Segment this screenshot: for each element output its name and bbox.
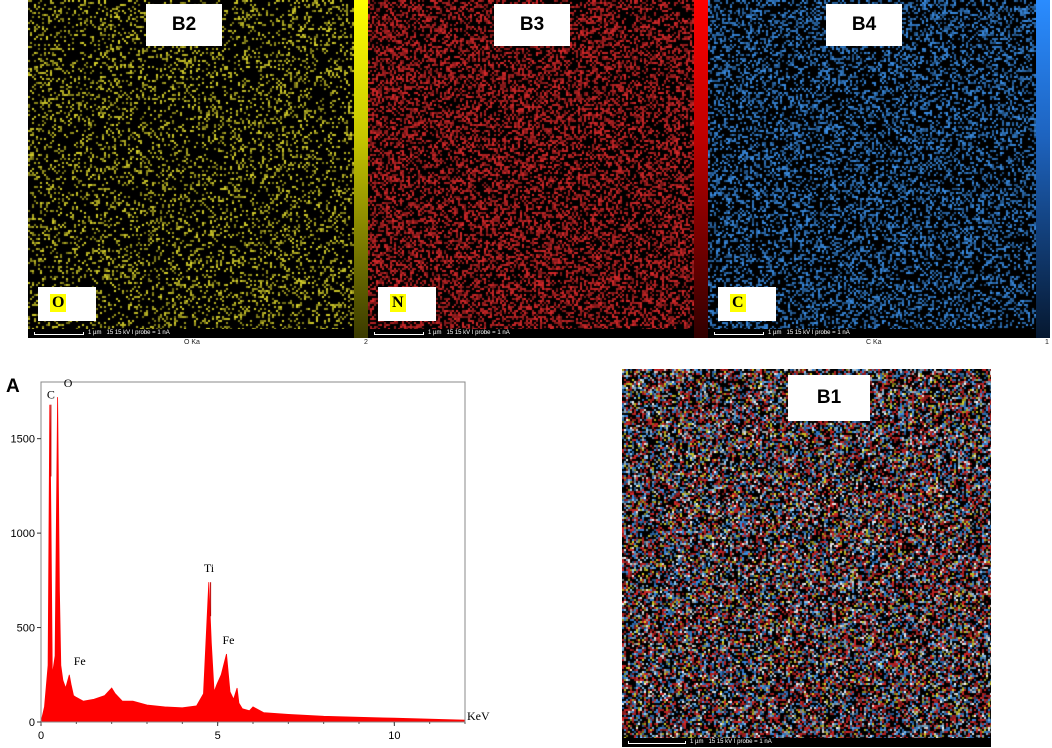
- peak-label-c: C: [47, 388, 55, 402]
- map-b4-carbon: B4 C 1 µm 15 15 kV I probe = 1 nA: [708, 0, 1036, 338]
- panel-label-b1: B1: [788, 375, 870, 421]
- x-tick-label: 10: [388, 730, 400, 742]
- colorbar-red: [694, 0, 708, 338]
- scalebar-strip: 1 µm 15 15 kV I probe = 1 nA: [622, 738, 991, 747]
- scale-max-2: 2: [364, 339, 368, 346]
- map-b4-dots: [708, 0, 1036, 329]
- map-b2-dots: [28, 0, 354, 329]
- x-tick-label: 5: [215, 730, 221, 742]
- eds-spectrum-chart: A 0 500 1000 1500 0 5 10 KeV CO Fe Ti Fe: [6, 376, 490, 742]
- element-symbol-n: N: [390, 294, 406, 312]
- scalebar-line: [714, 332, 764, 335]
- peak-label-fe: Fe: [223, 633, 235, 647]
- peak-label-o: O: [64, 376, 73, 390]
- scalebar-text: 1 µm 15 15 kV I probe = 1 nA: [768, 330, 850, 336]
- panel-label-b4: B4: [826, 4, 902, 46]
- y-tick-label: 1000: [11, 528, 35, 540]
- spectrum-area: [40, 397, 466, 723]
- x-axis-unit: KeV: [467, 709, 490, 723]
- element-label-box: N: [378, 287, 436, 321]
- peak-label-ti: Ti: [204, 561, 215, 575]
- panel-label-a: A: [6, 376, 20, 397]
- panel-label-b2: B2: [146, 4, 222, 46]
- scalebar-line: [374, 332, 424, 335]
- scalebar-strip: 1 µm 15 15 kV I probe = 1 nA: [368, 329, 694, 338]
- plot-frame: [40, 381, 466, 723]
- element-symbol-o: O: [50, 294, 67, 312]
- y-tick-label: 1500: [11, 434, 35, 446]
- colorbar-yellow: [354, 0, 368, 338]
- scalebar-text: 1 µm 15 15 kV I probe = 1 nA: [428, 330, 510, 336]
- scale-max-1: 1: [1045, 339, 1049, 346]
- scalebar-line: [34, 332, 84, 335]
- scalebar-line: [628, 741, 686, 744]
- y-tick-label: 500: [17, 623, 35, 635]
- map-b3-nitrogen: B3 N 1 µm 15 15 kV I probe = 1 nA: [368, 0, 694, 338]
- map-b1-dots: [622, 369, 991, 738]
- x-tick-label: 0: [38, 730, 44, 742]
- scalebar-strip: 1 µm 15 15 kV I probe = 1 nA: [708, 329, 1036, 338]
- element-label-box: O: [38, 287, 96, 321]
- map-b1-composite: B1 1 µm 15 15 kV I probe = 1 nA: [622, 369, 991, 747]
- scalebar-strip: 1 µm 15 15 kV I probe = 1 nA: [28, 329, 354, 338]
- map-b3-dots: [368, 0, 694, 329]
- line-label-o-ka: O Ka: [184, 339, 200, 346]
- colorbar-blue: [1036, 0, 1050, 338]
- peak-label-fe: Fe: [74, 654, 86, 668]
- map-b2-oxygen: B2 O 1 µm 15 15 kV I probe = 1 nA: [28, 0, 354, 338]
- line-label-c-ka: C Ka: [866, 339, 882, 346]
- scalebar-text: 1 µm 15 15 kV I probe = 1 nA: [690, 739, 772, 745]
- element-label-box: C: [718, 287, 776, 321]
- scalebar-text: 1 µm 15 15 kV I probe = 1 nA: [88, 330, 170, 336]
- y-tick-label: 0: [29, 717, 35, 729]
- panel-label-b3: B3: [494, 4, 570, 46]
- element-symbol-c: C: [730, 294, 746, 312]
